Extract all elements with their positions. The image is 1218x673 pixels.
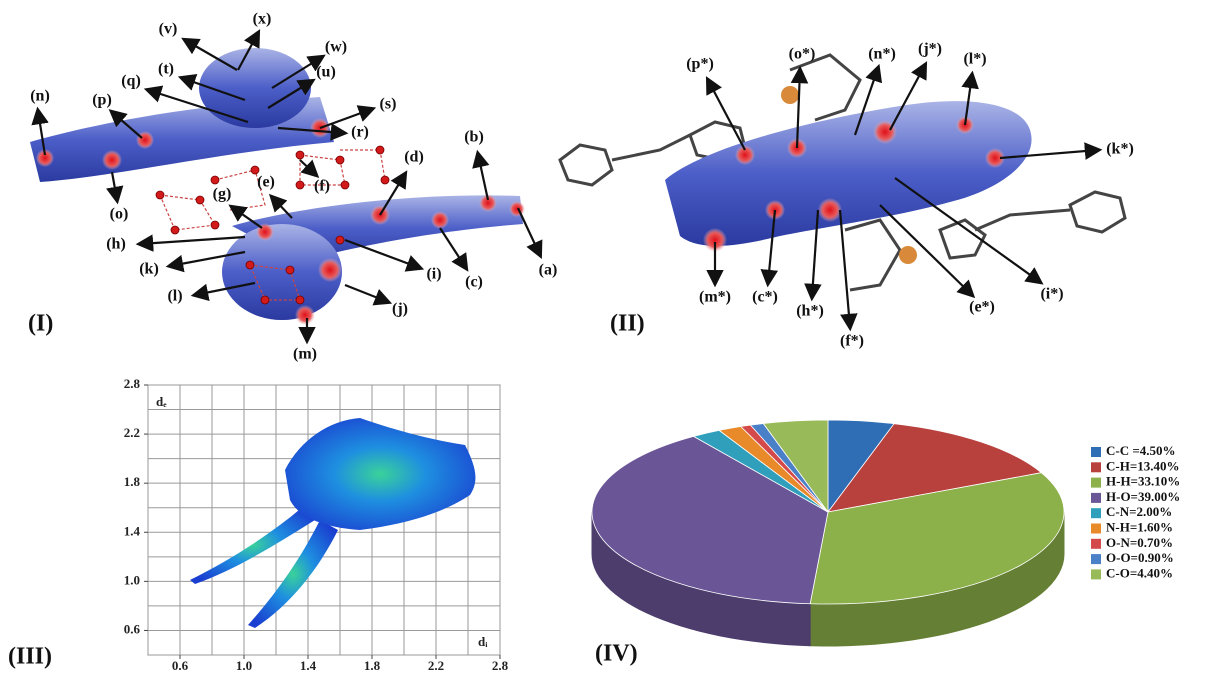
figure: (a) (b) (c) (d) (e) (f) (g) (h) (i) (j) (k) (l) (m) (… [0, 0, 1218, 673]
marker-label: (f) [314, 178, 330, 195]
marker-arrow [478, 154, 488, 200]
marker-arrow [518, 208, 540, 255]
panel-label: (IV) [595, 641, 638, 667]
marker-label: (d) [404, 149, 424, 166]
legend-swatch [1091, 493, 1101, 503]
legend-label: C-C =4.50% [1106, 443, 1176, 458]
y-tick-label: 1.8 [124, 474, 141, 489]
y-tick-label: 0.6 [124, 621, 141, 636]
marker-label: (p*) [686, 56, 714, 73]
marker-label: (c) [465, 274, 483, 291]
marker-label: (h) [106, 236, 126, 253]
marker-arrow [708, 80, 745, 150]
marker-arrow [440, 228, 466, 268]
legend-label: C-H=13.40% [1106, 458, 1180, 473]
y-tick-label: 2.2 [124, 425, 140, 440]
marker-label: (m*) [699, 289, 731, 306]
marker-label: (n*) [868, 46, 896, 63]
marker-arrow [112, 172, 117, 200]
marker-label: (q) [121, 73, 141, 90]
marker-label: (x) [253, 11, 272, 28]
marker-arrow [345, 285, 388, 302]
legend-swatch [1091, 447, 1101, 457]
marker-label: (t) [158, 61, 174, 78]
marker-label: (k*) [1106, 141, 1134, 158]
legend-swatch [1091, 524, 1101, 534]
legend-label: H-O=39.00% [1106, 489, 1180, 504]
panel-label: (II) [610, 311, 645, 337]
marker-label: (p) [92, 92, 112, 109]
x-tick-label: 1.8 [364, 658, 381, 673]
marker-label: (v) [159, 21, 178, 38]
x-axis-label: dᵢ [478, 634, 488, 649]
legend-swatch [1091, 462, 1101, 472]
marker-label: (b) [464, 129, 484, 146]
marker-label: (e) [257, 174, 275, 191]
x-tick-label: 0.6 [172, 658, 189, 673]
legend-label: N-H=1.60% [1106, 519, 1173, 534]
marker-label: (h*) [796, 303, 824, 320]
marker-label: (w) [325, 39, 347, 56]
marker-label: (k) [139, 261, 159, 278]
y-axis-label: dₑ [156, 394, 167, 409]
marker-label: (r) [351, 124, 369, 141]
x-tick-label: 1.4 [300, 658, 317, 673]
y-tick-label: 1.0 [124, 572, 140, 587]
panel-label: (I) [28, 311, 53, 337]
marker-label: (o*) [789, 46, 816, 63]
x-tick-label: 1.0 [236, 658, 252, 673]
marker-label: (j*) [918, 41, 942, 58]
marker-label: (g) [213, 186, 232, 203]
legend-swatch [1091, 478, 1101, 488]
marker-label: (e*) [969, 299, 995, 316]
legend-label: C-N=2.00% [1106, 504, 1172, 519]
panel-label: (III) [8, 644, 52, 670]
legend-label: O-N=0.70% [1106, 535, 1173, 550]
surface-illustration [30, 48, 525, 325]
marker-label: (l*) [963, 51, 986, 68]
marker-label: (f*) [840, 333, 864, 350]
legend-label: O-O=0.90% [1106, 550, 1174, 565]
legend-swatch [1091, 554, 1101, 564]
marker-label: (s) [380, 96, 397, 113]
marker-label: (u) [316, 64, 336, 81]
legend-swatch [1091, 569, 1101, 579]
marker-label: (j) [392, 301, 408, 318]
marker-label: (i*) [1040, 286, 1063, 303]
marker-label: (a) [539, 262, 558, 279]
marker-label: (c*) [752, 289, 778, 306]
y-tick-label: 2.8 [124, 376, 141, 391]
marker-label: (l) [167, 288, 182, 305]
marker-arrow [300, 160, 316, 175]
legend-label: C-O=4.40% [1106, 565, 1173, 580]
legend-swatch [1091, 508, 1101, 518]
marker-label: (o) [110, 206, 129, 223]
legend-swatch [1091, 539, 1101, 549]
y-tick-label: 1.4 [124, 523, 141, 538]
marker-arrow [140, 237, 245, 244]
marker-label: (i) [426, 266, 441, 283]
marker-label: (m) [293, 346, 317, 363]
surface-illustration [560, 55, 1125, 290]
x-tick-label: 2.8 [492, 658, 509, 673]
legend-label: H-H=33.10% [1106, 474, 1180, 489]
x-tick-label: 2.2 [428, 658, 444, 673]
marker-arrow [345, 240, 420, 268]
marker-arrow [880, 205, 972, 295]
marker-label: (n) [30, 88, 50, 105]
